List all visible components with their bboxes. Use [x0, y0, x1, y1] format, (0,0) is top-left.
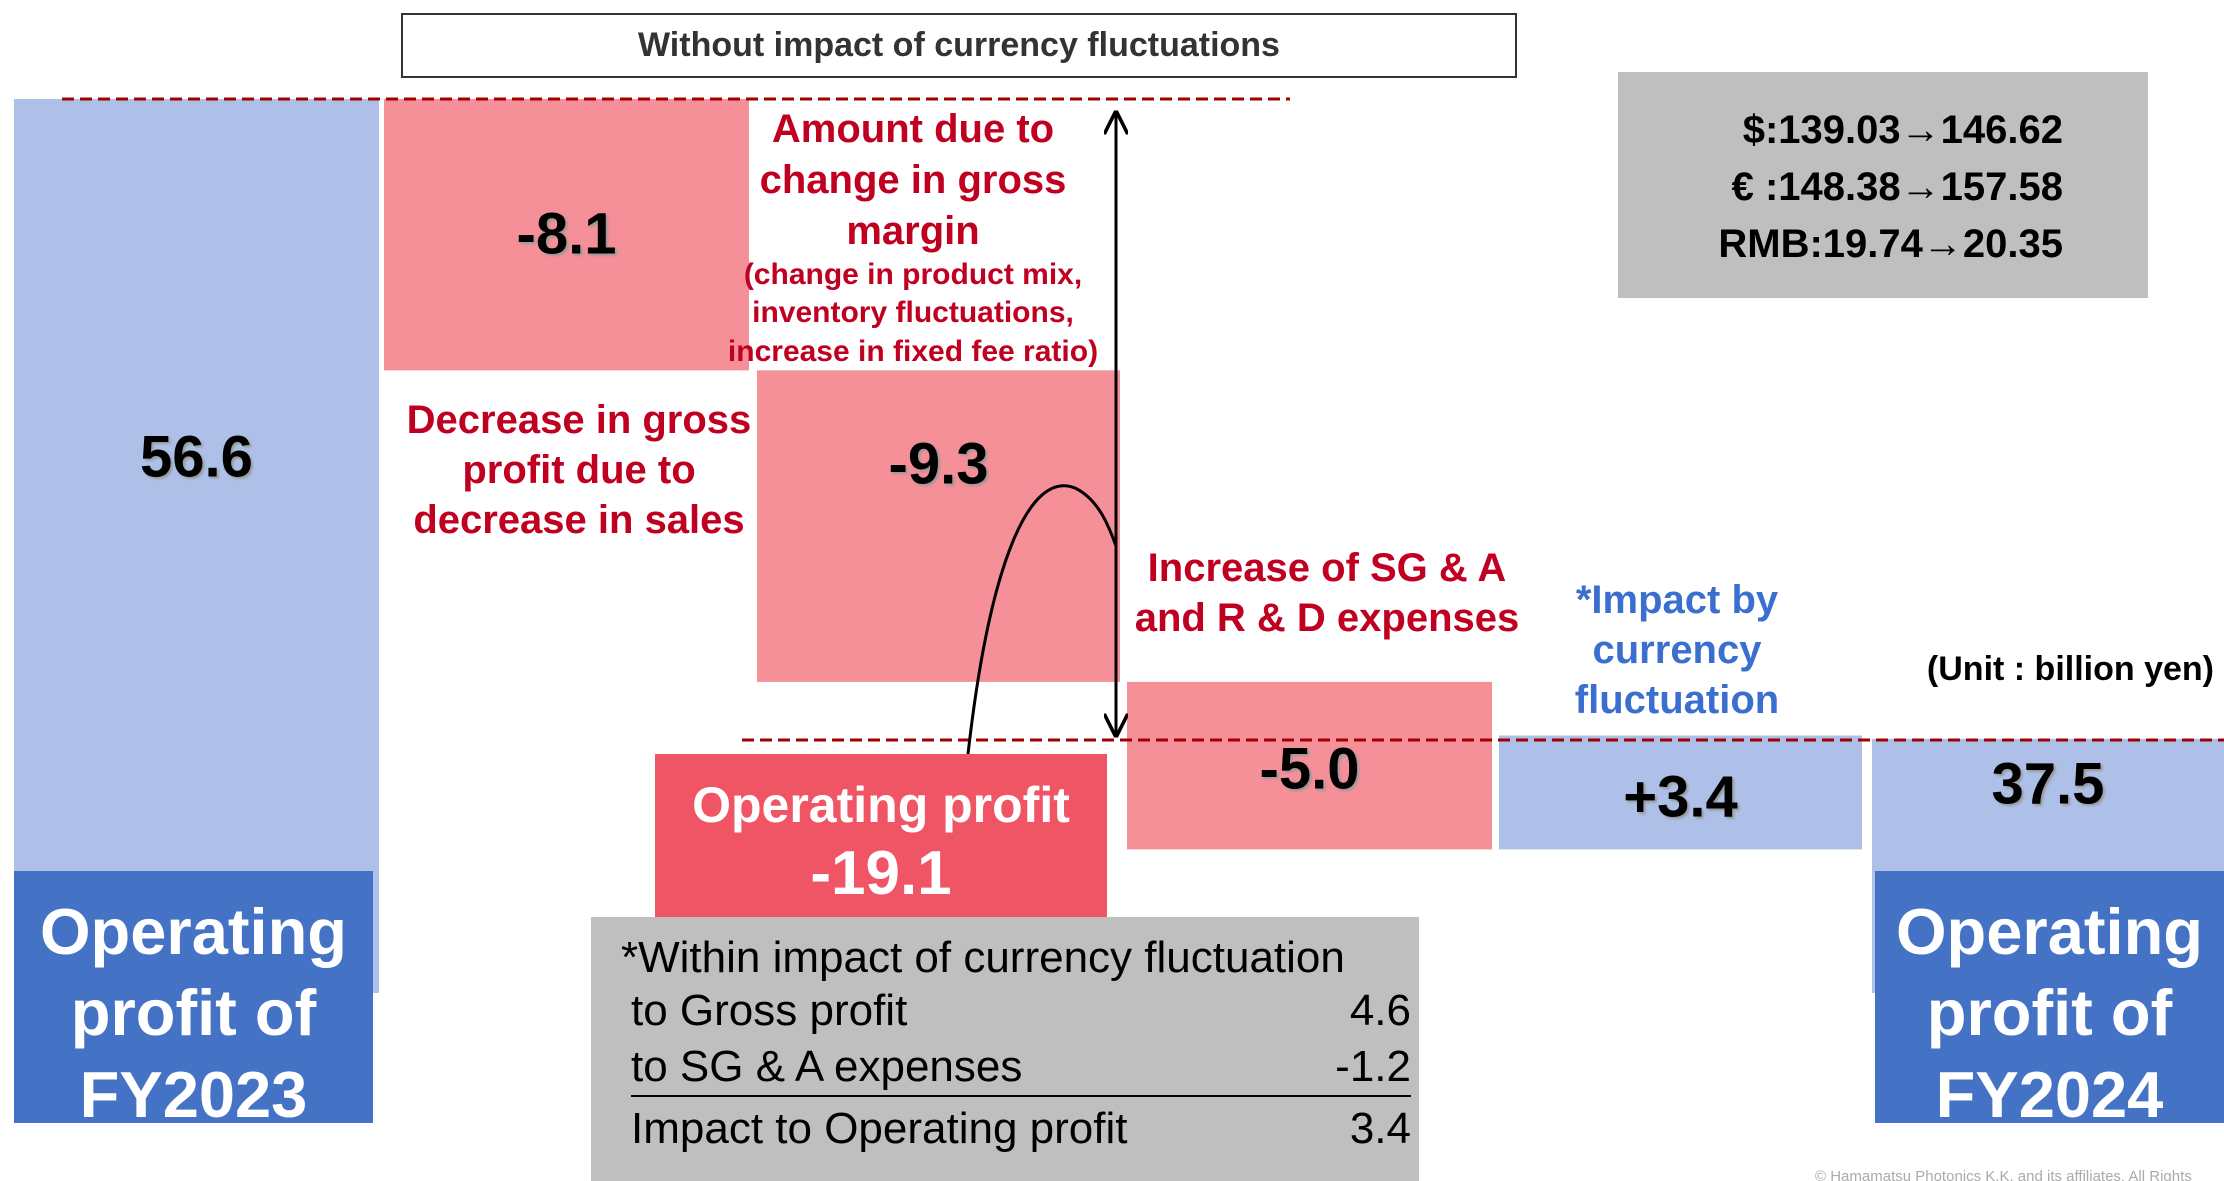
category-label: Decrease in gross profit due to decrease…	[406, 398, 752, 542]
category-note: (change in product mix, inventory fluctu…	[727, 258, 1099, 368]
header-box: Without impact of currency fluctuations	[401, 13, 1517, 78]
table-label: to Gross profit	[631, 986, 908, 1035]
footer: © Hamamatsu Photonics K.K. and its affil…	[1815, 1168, 2192, 1181]
rate: $:139.03→146.62	[1742, 108, 2063, 152]
rate: € :148.38→157.58	[1731, 165, 2063, 209]
table-label: to SG & A expenses	[631, 1042, 1023, 1091]
value-label: -5.0	[1260, 736, 1360, 801]
bar	[757, 370, 1120, 682]
bar	[384, 99, 749, 371]
bar	[14, 99, 379, 993]
table-row: Impact to Operating profit 3.4	[631, 1097, 1411, 1161]
value-label: -8.1	[517, 201, 617, 266]
table-title: *Within impact of currency fluctuation	[621, 933, 1345, 982]
table-row: to Gross profit 4.6	[631, 983, 1411, 1039]
total-change-box: Operating profit -19.1	[655, 754, 1107, 919]
table-row: to SG & A expenses -1.2	[631, 1039, 1411, 1097]
value-label: 56.6	[140, 424, 253, 489]
category-text: Amount due to change in gross margin	[759, 107, 1067, 253]
bar	[1127, 681, 1492, 850]
exchange-rate-box: $:139.03→146.62 € :148.38→157.58 RMB:19.…	[1618, 72, 2148, 298]
category-label: Increase of SG & A and R & D expenses	[1134, 546, 1520, 640]
table-value: -1.2	[1335, 1042, 1411, 1091]
bar	[1499, 735, 1862, 850]
connector-curve	[966, 484, 1118, 755]
category-text: Operating profit of FY2024	[1896, 895, 2203, 1131]
total-change-value: -19.1	[810, 839, 952, 908]
table-value: 3.4	[1349, 1104, 1411, 1153]
table-value: 4.6	[1349, 986, 1411, 1035]
value-label: -9.3	[889, 431, 989, 496]
value-label: 37.5	[1992, 751, 2105, 816]
total-change-label: Operating profit	[692, 777, 1070, 833]
currency-table: *Within impact of currency fluctuation t…	[591, 917, 1419, 1181]
category-text: Operating profit of FY2023	[40, 895, 347, 1131]
category-label: *Impact by currency fluctuation	[1574, 578, 1780, 722]
category-label: Operating profit of FY2024	[1875, 871, 2224, 1131]
category-label: Amount due to change in gross margin (ch…	[708, 104, 1118, 371]
table-label: Impact to Operating profit	[631, 1104, 1128, 1153]
rate: RMB:19.74→20.35	[1718, 222, 2063, 266]
value-label: +3.4	[1623, 764, 1738, 829]
unit-label: (Unit : billion yen)	[1926, 650, 2214, 688]
category-label: Operating profit of FY2023	[14, 871, 373, 1131]
